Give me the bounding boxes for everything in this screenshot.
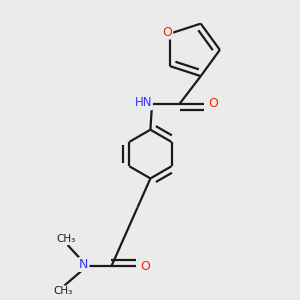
Text: CH₃: CH₃ <box>56 234 76 244</box>
Text: HN: HN <box>134 96 152 109</box>
Text: N: N <box>79 258 88 271</box>
Text: CH₃: CH₃ <box>53 286 72 296</box>
Text: O: O <box>140 260 150 273</box>
Text: O: O <box>208 97 218 110</box>
Text: O: O <box>162 26 172 38</box>
